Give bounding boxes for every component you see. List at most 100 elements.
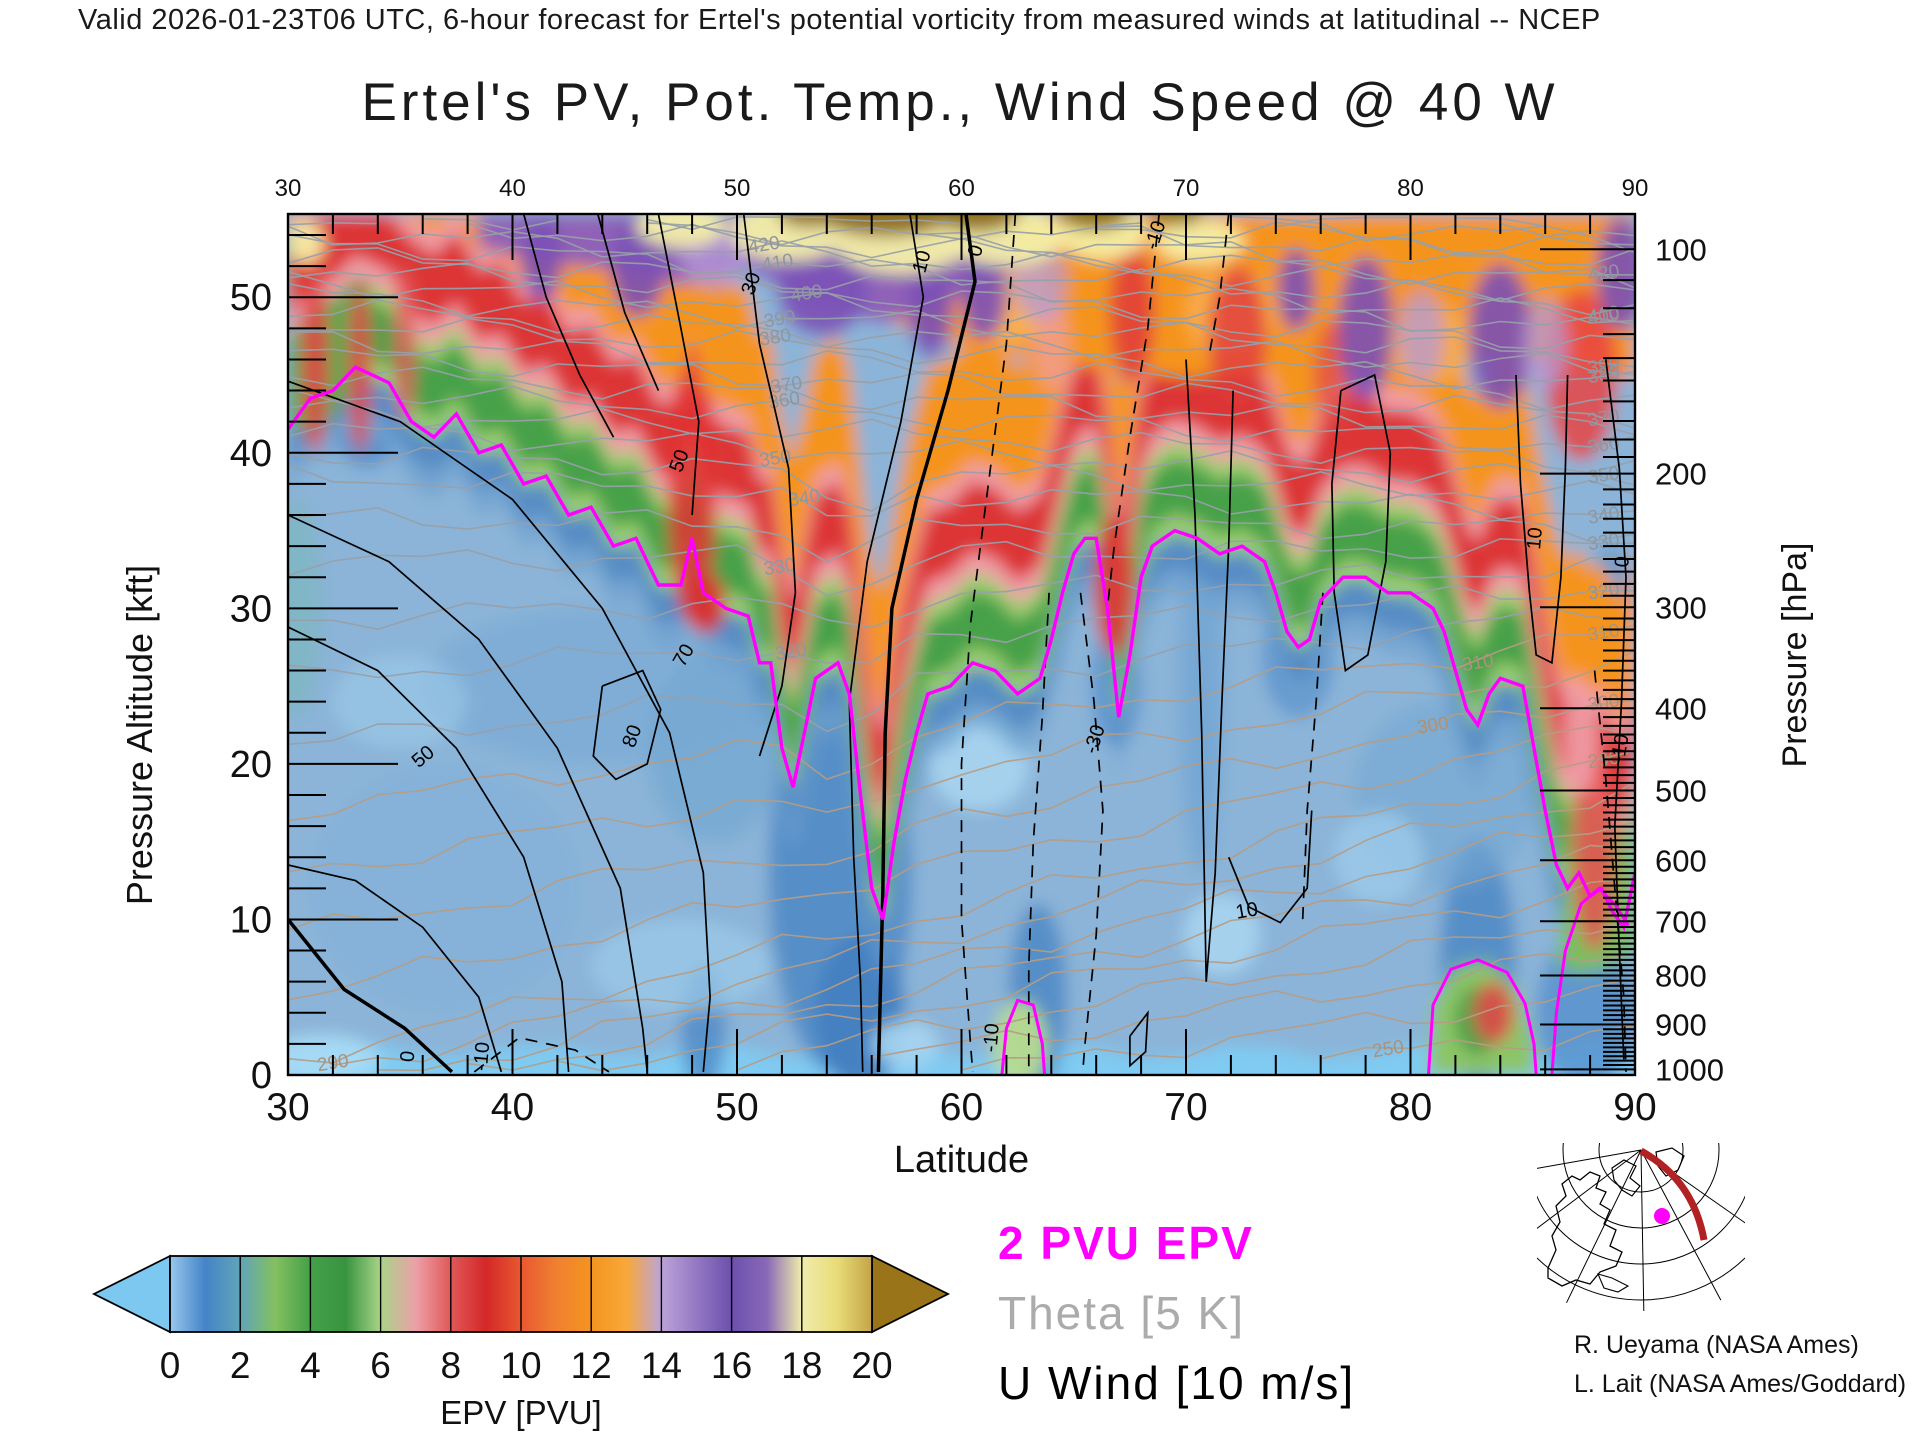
theta-contour-label: 250 <box>1371 1037 1406 1063</box>
wind-contour-line <box>522 214 615 438</box>
colorbar-tick-label: 18 <box>781 1345 822 1386</box>
theta-contour-label: 300 <box>1586 690 1621 716</box>
theta-contour-line <box>288 537 1635 597</box>
theta-contour-line <box>332 780 1635 1067</box>
y-left-axis-title: Pressure Altitude [kft] <box>119 565 160 905</box>
2pvu-tropopause-line <box>288 365 1635 1075</box>
legend-theta: Theta [5 K] <box>998 1287 1246 1339</box>
plot-title: Ertel's PV, Pot. Temp., Wind Speed @ 40 … <box>361 73 1559 132</box>
x-tick-label-top: 70 <box>1173 175 1200 202</box>
theta-contour-line <box>288 366 1635 436</box>
colorbar-tick-label: 14 <box>641 1345 682 1386</box>
x-tick-label-top: 30 <box>275 175 302 202</box>
theta-contour-line <box>288 446 1635 512</box>
wind-contour-label: 10 <box>1523 526 1547 550</box>
wind-contour-line <box>1227 810 1313 924</box>
x-tick-label-bottom: 50 <box>715 1086 758 1129</box>
theta-contour-line <box>736 921 1635 1071</box>
wind-contour-negative <box>1027 592 1050 1072</box>
wind-contour-line <box>596 214 660 391</box>
theta-contour-label: 390 <box>762 307 797 333</box>
y-right-tick-label: 500 <box>1655 773 1707 808</box>
theta-contour-label: 410 <box>760 250 795 276</box>
y-left-tick-label: 10 <box>230 899 272 941</box>
y-right-tick-label: 200 <box>1655 457 1707 492</box>
x-tick-label-top: 80 <box>1397 175 1424 202</box>
theta-contour-line <box>288 506 1635 563</box>
x-tick-label-bottom: 70 <box>1164 1086 1207 1129</box>
theta-contour-line <box>288 399 1635 474</box>
wind-contour-line <box>288 918 454 1074</box>
y-right-tick-label: 1000 <box>1655 1052 1724 1087</box>
theta-contour-line <box>288 422 1635 486</box>
legend-2pvu-epv: 2 PVU EPV <box>998 1217 1254 1269</box>
theta-contour-label: 320 <box>774 639 809 665</box>
theta-contour-label: 400 <box>789 281 824 307</box>
theta-contour-label: 310 <box>1461 650 1496 676</box>
wind-contour-label: 10 <box>1234 898 1260 924</box>
y-left-tick-label: 0 <box>251 1055 272 1097</box>
theta-contour-label: 370 <box>769 373 804 399</box>
theta-contour-line <box>871 952 1635 1059</box>
y-left-tick-label: 30 <box>230 588 272 630</box>
wind-contour-negative <box>1207 214 1230 360</box>
x-tick-label-bottom: 80 <box>1389 1086 1432 1129</box>
y-left-tick-label: 40 <box>230 433 272 475</box>
theta-contour-line <box>1096 215 1635 254</box>
x-tick-label-bottom: 30 <box>266 1086 309 1129</box>
theta-contour-label: 380 <box>1586 362 1621 388</box>
axes: 3030404050506060707080809090010203040501… <box>119 175 1814 1181</box>
wind-contour-line <box>1515 374 1569 665</box>
theta-contour-label: 350 <box>1586 463 1621 489</box>
y-right-tick-label: 900 <box>1655 1008 1707 1043</box>
theta-contour-label: 310 <box>1586 620 1621 646</box>
theta-contour-line <box>422 218 1635 276</box>
x-tick-label-top: 60 <box>948 175 975 202</box>
theta-contour-label: 330 <box>1586 530 1621 556</box>
colorbar-tick-label: 8 <box>441 1345 462 1386</box>
theta-contour-label: 330 <box>762 554 797 580</box>
theta-contour-line <box>1320 1024 1635 1060</box>
wind-contour-line <box>1185 359 1234 982</box>
theta-contour-label: 370 <box>1586 406 1621 432</box>
colorbar-title: EPV [PVU] <box>440 1394 601 1431</box>
wind-contour-label: -10 <box>470 1041 494 1072</box>
header-text: Valid 2026-01-23T06 UTC, 6-hour forecast… <box>78 4 1601 36</box>
theta-contour-label: 380 <box>758 325 793 351</box>
wind-contour-label: 0 <box>964 243 988 259</box>
x-tick-label-top: 40 <box>499 175 526 202</box>
x-tick-label-top: 50 <box>724 175 751 202</box>
theta-contour-label: 340 <box>787 486 822 512</box>
legend-u-wind: U Wind [10 m/s] <box>998 1357 1356 1409</box>
wind-contour-line <box>1129 1010 1149 1068</box>
wind-contour-line <box>848 214 925 1072</box>
theta-contour-line <box>288 317 1635 390</box>
x-tick-label-bottom: 90 <box>1613 1086 1656 1129</box>
credit-line-1: R. Ueyama (NASA Ames) <box>1574 1331 1859 1359</box>
theta-contour-line <box>1275 216 1635 238</box>
map-station-dot <box>1654 1208 1670 1224</box>
x-tick-label-bottom: 40 <box>491 1086 534 1129</box>
colorbar-tick-label: 6 <box>370 1345 391 1386</box>
theta-contour-label: 420 <box>1586 261 1621 287</box>
theta-contour-line <box>288 649 1635 873</box>
theta-contour-label: 340 <box>1586 503 1621 529</box>
colorbar-tick-label: 10 <box>500 1345 541 1386</box>
theta-contour-line <box>377 821 1635 1072</box>
x-tick-label-top: 90 <box>1622 175 1649 202</box>
x-axis-title: Latitude <box>894 1139 1029 1181</box>
wind-contour-line <box>288 514 649 1072</box>
colorbar-tick-label: 12 <box>571 1345 612 1386</box>
credits: R. Ueyama (NASA Ames) L. Lait (NASA Ames… <box>1574 1326 1920 1404</box>
inset-map-graphic <box>1537 1143 1745 1311</box>
wind-contour-negative <box>960 214 1017 1072</box>
wind-contour-line <box>288 380 711 1072</box>
wind-contour-line <box>876 214 977 1072</box>
wind-contour-line <box>288 626 570 1072</box>
colorbar-tick-label: 16 <box>711 1345 752 1386</box>
wind-contour-negative <box>473 1036 610 1073</box>
wind-contour-line <box>1331 373 1392 673</box>
